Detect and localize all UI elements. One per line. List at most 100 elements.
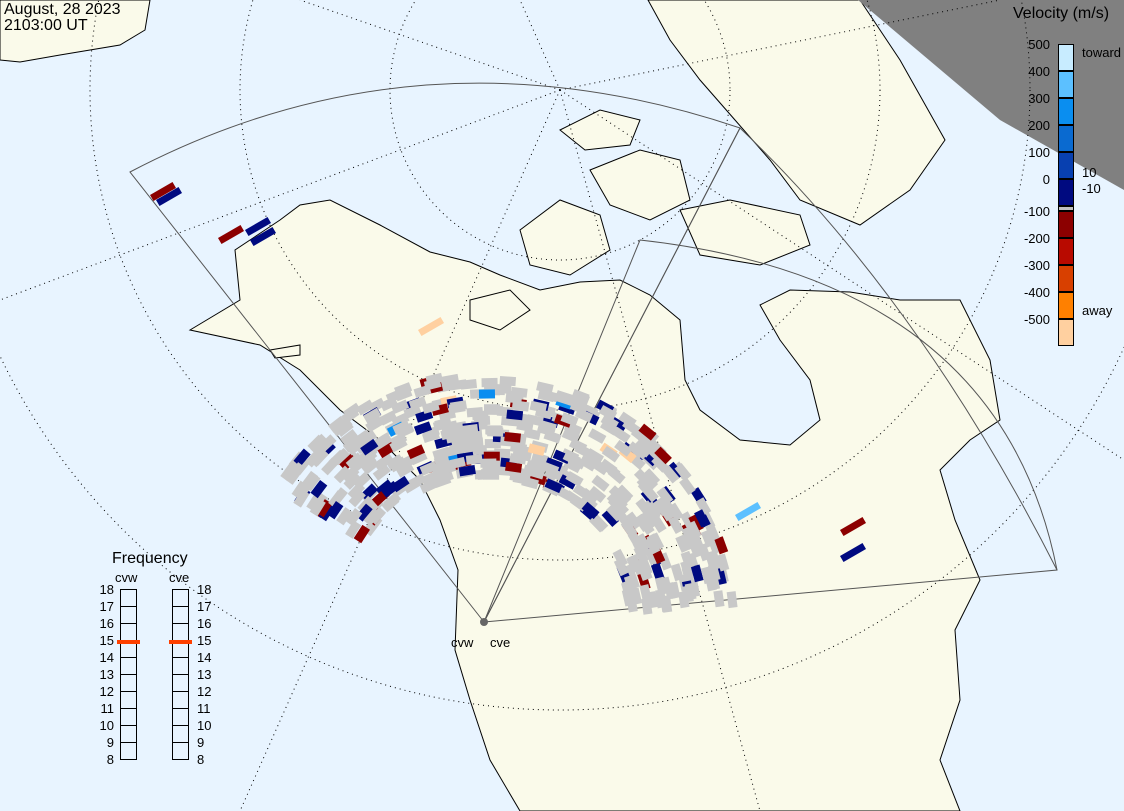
velocity-color-segment xyxy=(1058,206,1074,211)
echo-cell xyxy=(353,524,370,544)
echo-cell xyxy=(588,428,607,444)
echo-cell xyxy=(310,480,328,499)
echo-cell xyxy=(340,428,359,446)
echo-cell xyxy=(667,502,684,521)
frequency-bin xyxy=(120,742,137,760)
echo-cell xyxy=(328,449,347,468)
frequency-tick-label: 17 xyxy=(99,599,114,614)
echo-cell xyxy=(536,381,554,394)
echo-cell xyxy=(655,589,667,607)
echo-cell xyxy=(505,461,523,473)
frequency-bin xyxy=(120,623,137,641)
echo-cell xyxy=(694,509,710,528)
echo-cell xyxy=(327,501,344,520)
echo-cell xyxy=(716,553,730,572)
echo-cell xyxy=(620,519,638,538)
velocity-color-segment xyxy=(1058,179,1074,206)
echo-cell xyxy=(155,187,183,207)
echo-cell xyxy=(423,378,442,391)
echo-cell xyxy=(461,424,479,435)
frequency-bin xyxy=(172,589,189,607)
echo-cell xyxy=(495,384,512,394)
frequency-tick-label: 14 xyxy=(99,650,114,665)
echo-cell xyxy=(365,416,384,433)
velocity-toward-label: toward xyxy=(1082,45,1122,60)
echo-cell xyxy=(484,404,500,414)
echo-cell xyxy=(569,400,588,415)
echo-cell xyxy=(509,453,527,465)
echo-cell xyxy=(505,393,523,404)
frequency-tick-label: 16 xyxy=(99,616,114,631)
frequency-bin xyxy=(172,691,189,709)
echo-cell xyxy=(675,534,691,553)
echo-cell xyxy=(373,432,392,449)
land-arctic-island xyxy=(559,109,641,151)
echo-cell xyxy=(408,396,427,411)
frequency-title: Frequency xyxy=(112,550,188,567)
frequency-marker xyxy=(117,639,140,644)
frequency-tick-label: 13 xyxy=(197,667,212,682)
frequency-tick-label: 18 xyxy=(197,582,212,597)
echo-cell xyxy=(430,461,449,476)
echo-cell xyxy=(666,461,684,480)
echo-cell xyxy=(293,448,311,467)
echo-cell xyxy=(662,465,680,484)
date-label: August, 28 2023 xyxy=(4,1,121,18)
velocity-legend-title: Velocity (m/s) xyxy=(1013,5,1110,22)
frequency-bin xyxy=(172,725,189,743)
velocity-tick-label: -100 xyxy=(1023,204,1050,219)
echo-cell xyxy=(504,432,522,443)
echo-cell xyxy=(588,514,607,533)
echo-cell xyxy=(558,474,577,490)
echo-cell xyxy=(636,435,655,454)
echo-cell xyxy=(695,497,712,516)
echo-cell xyxy=(336,507,353,526)
frequency-bin xyxy=(120,674,137,692)
echo-cell xyxy=(668,515,684,535)
echo-cell xyxy=(415,409,434,423)
echo-cell xyxy=(591,474,610,492)
velocity-tick-label: 0 xyxy=(1042,172,1050,187)
echo-cell xyxy=(625,511,642,530)
land-arctic-island xyxy=(679,199,811,266)
echo-cell xyxy=(562,450,581,467)
land-arctic-island xyxy=(269,344,301,359)
echo-cell xyxy=(385,454,405,471)
frequency-tick-label: 10 xyxy=(197,718,212,733)
frequency-bin xyxy=(172,623,189,641)
echo-cell xyxy=(309,498,326,517)
land-arctic-island xyxy=(589,149,691,221)
echo-cell xyxy=(691,535,706,554)
echo-cell xyxy=(347,481,366,500)
echo-cell xyxy=(250,227,277,247)
echo-cell xyxy=(418,317,445,337)
echo-cell xyxy=(565,471,584,487)
echo-cell xyxy=(306,493,323,512)
echo-cell xyxy=(367,397,386,414)
echo-cell xyxy=(355,503,373,522)
echo-cell xyxy=(608,485,627,503)
echo-cell xyxy=(637,562,652,582)
echo-cell xyxy=(688,513,704,533)
velocity-color-segment xyxy=(1058,152,1074,179)
land-siberia-alaska-top xyxy=(0,0,151,63)
echo-cell xyxy=(527,443,546,457)
frequency-tick-label: 17 xyxy=(197,599,212,614)
echo-cell xyxy=(544,478,563,494)
echo-cell xyxy=(334,417,353,435)
frequency-bin xyxy=(172,674,189,692)
echo-cell xyxy=(499,376,517,387)
velocity-tick-label: -200 xyxy=(1023,231,1050,246)
echo-cell xyxy=(421,400,440,414)
echo-cell xyxy=(613,558,629,577)
land-arctic-island xyxy=(469,289,531,331)
frequency-tick-label: 8 xyxy=(106,752,114,767)
echo-cell xyxy=(280,463,297,482)
echo-cell xyxy=(506,409,524,421)
frequency-tick-label: 9 xyxy=(197,735,205,750)
echo-cell xyxy=(341,465,360,484)
frequency-tick-label: 11 xyxy=(197,701,211,716)
echo-cell xyxy=(481,377,498,388)
velocity-tick-label: 100 xyxy=(1028,145,1050,160)
